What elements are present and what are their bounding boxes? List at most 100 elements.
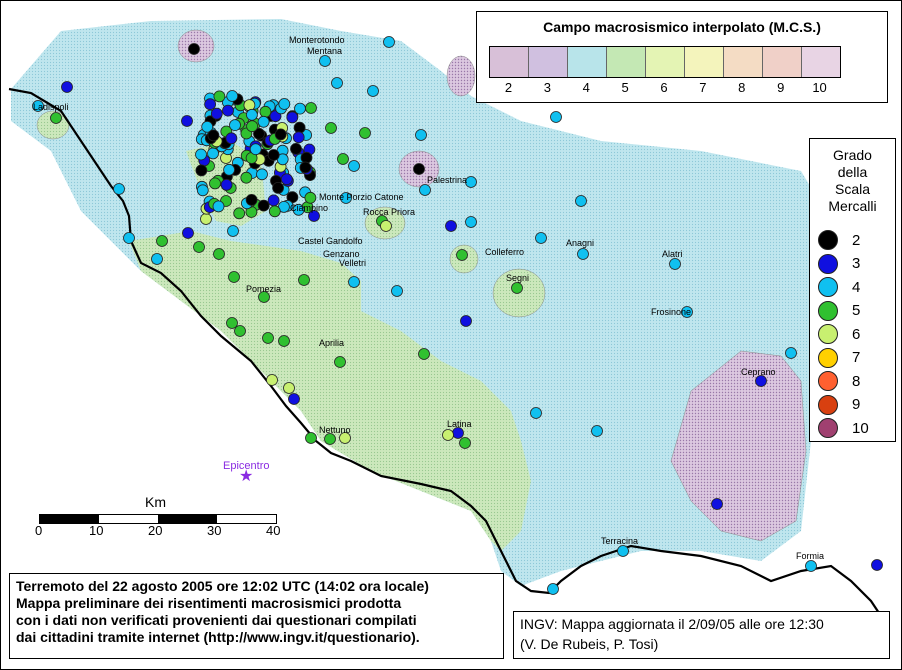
observation-point <box>305 102 317 114</box>
observation-point <box>274 128 287 141</box>
observation-point <box>151 253 163 265</box>
grade-row: 9 <box>818 394 860 416</box>
observation-point <box>267 149 280 161</box>
grade-label: 3 <box>852 255 861 272</box>
observation-point <box>415 129 427 141</box>
legend-cell <box>646 47 685 77</box>
place-label: Formia <box>796 551 825 561</box>
grade-label: 7 <box>852 349 861 366</box>
grade-row: 5 <box>818 300 860 322</box>
place-label: Colleferro <box>485 247 525 257</box>
observation-point <box>383 36 395 48</box>
observation-point <box>182 227 194 239</box>
observation-point <box>711 498 723 510</box>
observation-point <box>339 432 351 444</box>
grade-dot-icon <box>818 394 838 415</box>
observation-point <box>308 210 320 222</box>
legend-cell-label: 4 <box>582 80 590 95</box>
grade-label: 9 <box>852 396 861 413</box>
legend-cell <box>529 47 568 77</box>
grade-row: 3 <box>818 253 860 275</box>
place-label: Nettuno <box>319 425 351 435</box>
grade-row: 10 <box>818 417 869 439</box>
scale-tick: 20 <box>148 523 163 538</box>
grade-row: 7 <box>818 347 860 369</box>
legend-cell <box>607 47 646 77</box>
observation-point <box>413 163 425 175</box>
observation-point <box>280 173 293 186</box>
coastline <box>8 87 882 617</box>
observation-point <box>226 90 239 102</box>
observation-point <box>210 107 223 120</box>
observation-point <box>785 347 797 359</box>
observation-point <box>298 274 310 286</box>
caption-line: Mappa preliminare dei risentimenti macro… <box>16 595 402 611</box>
observation-point <box>212 200 225 213</box>
legend-header-line: della <box>837 164 868 180</box>
place-label: Rocca Priora <box>363 207 416 217</box>
observation-point <box>266 374 278 386</box>
observation-point <box>256 168 268 181</box>
observation-point <box>319 55 331 67</box>
observation-point <box>419 184 431 196</box>
grade-dot-icon <box>818 371 838 391</box>
observation-point <box>300 151 313 164</box>
observation-point <box>188 43 200 55</box>
observation-point <box>288 393 300 405</box>
grade-row: 8 <box>818 370 860 392</box>
observation-point <box>278 98 291 110</box>
legend-cell-label: 10 <box>812 80 827 95</box>
observation-point <box>258 291 270 303</box>
observation-point <box>337 153 349 165</box>
place-label: Anagni <box>566 238 595 248</box>
observation-point <box>278 335 290 347</box>
event-caption: Terremoto del 22 agosto 2005 ore 12:02 U… <box>9 573 504 659</box>
observation-point <box>669 258 681 270</box>
observation-point <box>591 425 603 437</box>
observation-point <box>209 177 221 190</box>
legend-cell-label: 6 <box>660 80 668 95</box>
credits-caption: INGV: Mappa aggiornata il 2/09/05 alle o… <box>513 611 890 659</box>
observation-point <box>304 191 317 204</box>
observation-point <box>226 317 238 329</box>
field-intensity-5 <box>129 231 531 551</box>
observation-point <box>577 248 589 260</box>
observation-point <box>227 225 239 237</box>
observation-point <box>228 271 240 283</box>
observation-point <box>348 160 360 172</box>
legend-cell-label: 2 <box>504 80 513 95</box>
observation-point <box>530 407 542 419</box>
observation-point <box>324 433 336 445</box>
observation-point <box>193 241 205 253</box>
legend-header-line: Scala <box>834 181 871 197</box>
observation-point <box>511 282 523 294</box>
observation-point <box>292 203 305 216</box>
observation-point <box>181 115 193 127</box>
observation-point <box>233 207 246 220</box>
legend-cell <box>802 47 840 77</box>
place-label: Velletri <box>339 258 367 268</box>
legend-cell-label: 7 <box>699 80 707 95</box>
observation-point <box>391 285 403 297</box>
observation-point <box>286 111 299 124</box>
observation-point <box>249 143 262 156</box>
grade-dot-icon <box>818 230 838 250</box>
observation-point <box>225 132 238 145</box>
scale-bar <box>39 514 277 524</box>
place-label: Genzano <box>323 249 360 259</box>
legend-scale-labels: 2 3 4 5 6 7 8 9 10 <box>489 80 839 95</box>
observation-point <box>617 545 629 557</box>
grade-dot-icon <box>818 347 838 368</box>
observation-point <box>213 90 226 103</box>
legend-header-line: Grado <box>833 147 872 163</box>
legend-cell <box>568 47 607 77</box>
grade-label: 5 <box>852 302 861 319</box>
observation-point <box>445 220 457 232</box>
observation-point <box>459 437 471 449</box>
caption-line: (V. De Rubeis, P. Tosi) <box>520 636 659 652</box>
grade-row: 4 <box>818 276 860 298</box>
grade-label: 4 <box>852 278 861 296</box>
observation-point <box>257 199 270 212</box>
place-label: Mentana <box>307 46 343 56</box>
